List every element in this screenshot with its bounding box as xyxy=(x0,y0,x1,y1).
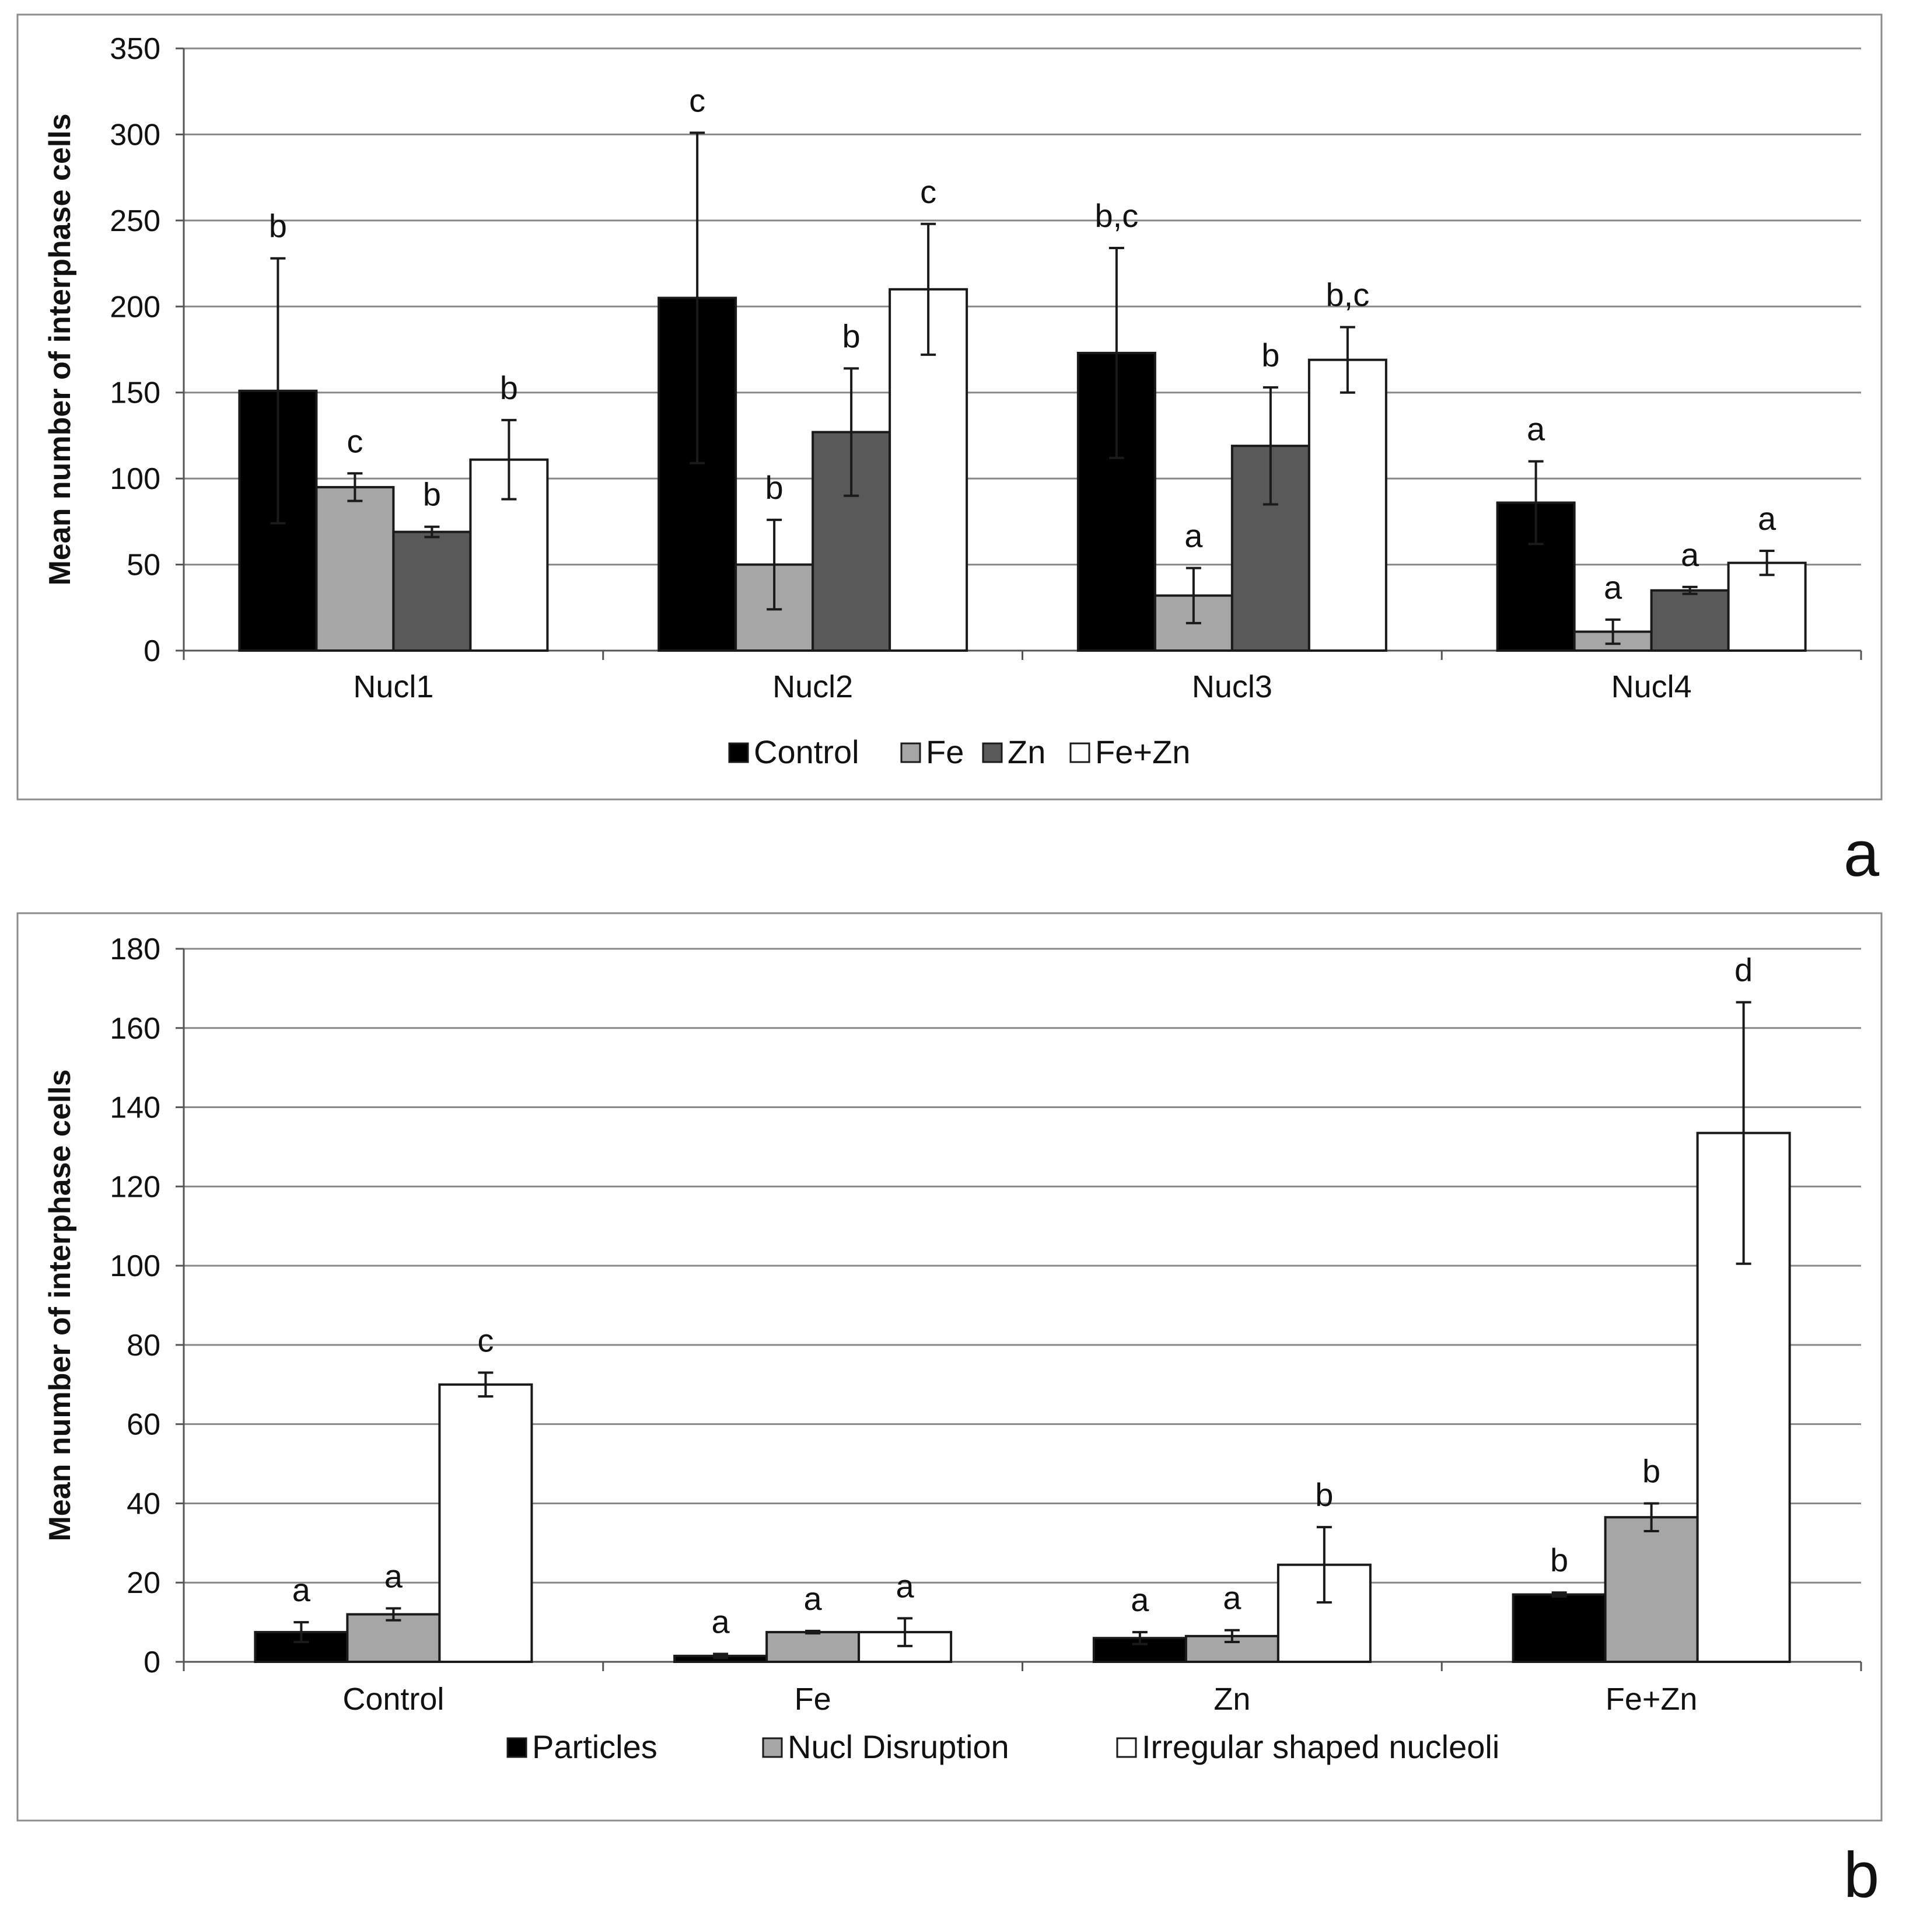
significance-letter-fe-nucl4: a xyxy=(1604,569,1622,606)
significance-letter-nucl-disruption-zn: a xyxy=(1223,1580,1241,1616)
bar-particles-fe-zn xyxy=(1512,1593,1607,1663)
chart-panel-b: 0 20 40 60 80 100 120 140 160 180 Mean number of i… xyxy=(16,912,1883,1822)
significance-letter-nucl-disruption-fe: a xyxy=(804,1580,823,1617)
bar-fe-zn-nucl3 xyxy=(1307,358,1387,652)
y-tick-label: 60 xyxy=(127,1408,160,1442)
significance-letter-nucl-disruption-fe-zn: b xyxy=(1642,1452,1660,1489)
bar-nucl-disruption-control xyxy=(346,1613,441,1663)
legend-label-particles: Particles xyxy=(532,1728,658,1765)
panel-label-a: a xyxy=(1844,818,1880,890)
y-tick-label: 200 xyxy=(110,290,160,324)
y-tick-label: 350 xyxy=(110,32,160,66)
legend-label-nucl-disruption: Nucl Disruption xyxy=(788,1728,1009,1765)
bar-irregular-shaped-nucleoli-control xyxy=(438,1383,533,1663)
significance-letter-nucl-disruption-control: a xyxy=(384,1557,403,1594)
legend-label-fe: Fe xyxy=(926,733,964,770)
y-tick-label: 0 xyxy=(144,1645,160,1679)
y-tick-label: 40 xyxy=(127,1487,160,1521)
significance-letter-zn-nucl2: b xyxy=(842,317,861,354)
bar-nucl-disruption-fe-zn xyxy=(1604,1516,1699,1664)
panel-label-b: b xyxy=(1844,1839,1880,1911)
chart-frame xyxy=(16,13,1883,801)
y-tick-label: 100 xyxy=(110,462,160,496)
significance-letter-fe-zn-nucl1: b xyxy=(500,369,518,406)
y-tick-label: 160 xyxy=(110,1012,160,1046)
y-tick-label: 20 xyxy=(127,1566,160,1600)
legend-swatch-irregular-shaped-nucleoli xyxy=(1116,1737,1137,1758)
bar-zn-nucl4 xyxy=(1650,589,1730,652)
y-tick-label: 180 xyxy=(110,932,160,966)
bar-particles-zn xyxy=(1092,1637,1187,1664)
significance-letter-zn-nucl3: b xyxy=(1261,337,1279,373)
category-label-fe: Fe xyxy=(795,1682,831,1717)
chart-panel-a: 0 50 100 150 200 250 300 350 Mean number of inte… xyxy=(16,13,1883,801)
legend-label-fe-zn: Fe+Zn xyxy=(1095,733,1190,770)
legend-swatch-fe xyxy=(900,742,921,763)
legend-swatch-control xyxy=(728,742,749,763)
category-label-nucl4: Nucl4 xyxy=(1611,669,1692,704)
bar-nucl-disruption-fe xyxy=(765,1631,861,1664)
significance-letter-zn-nucl4: a xyxy=(1681,536,1699,573)
legend-swatch-nucl-disruption xyxy=(762,1737,783,1758)
significance-letter-fe-nucl2: b xyxy=(765,469,784,506)
legend-swatch-zn xyxy=(982,742,1003,763)
bar-fe-zn-nucl4 xyxy=(1727,561,1807,652)
significance-letter-particles-fe: a xyxy=(712,1603,730,1640)
y-tick-label: 0 xyxy=(144,634,160,668)
significance-letter-control-nucl2: c xyxy=(689,82,705,118)
y-tick-label: 120 xyxy=(110,1170,160,1204)
y-tick-label: 150 xyxy=(110,376,160,410)
significance-letter-control-nucl4: a xyxy=(1527,411,1545,448)
y-tick-label: 300 xyxy=(110,118,160,152)
significance-letter-control-nucl3: b,c xyxy=(1095,197,1139,234)
y-tick-label: 80 xyxy=(127,1329,160,1362)
y-axis-title: Mean number of interphase cells xyxy=(43,1069,77,1541)
legend-swatch-fe-zn xyxy=(1069,742,1090,763)
legend-label-control: Control xyxy=(754,733,859,770)
chart-frame xyxy=(16,912,1883,1822)
y-axis-title: Mean number of interphase cells xyxy=(43,113,77,585)
significance-letter-irregular-shaped-nucleoli-fe-zn: d xyxy=(1734,952,1753,988)
significance-letter-irregular-shaped-nucleoli-zn: b xyxy=(1315,1476,1333,1513)
legend-swatch-particles xyxy=(506,1737,527,1758)
significance-letter-fe-zn-nucl2: c xyxy=(920,173,936,210)
significance-letter-particles-zn: a xyxy=(1131,1581,1149,1618)
category-label-fe-zn: Fe+Zn xyxy=(1606,1682,1698,1717)
significance-letter-control-nucl1: b xyxy=(269,208,287,244)
bar-zn-nucl1 xyxy=(392,530,472,652)
significance-letter-particles-control: a xyxy=(292,1571,311,1608)
significance-letter-irregular-shaped-nucleoli-control: c xyxy=(477,1322,494,1358)
category-label-control: Control xyxy=(342,1682,444,1717)
category-label-nucl3: Nucl3 xyxy=(1192,669,1272,704)
y-tick-label: 140 xyxy=(110,1091,160,1125)
y-tick-label: 250 xyxy=(110,204,160,238)
y-tick-label: 50 xyxy=(127,548,160,582)
significance-letter-fe-zn-nucl3: b,c xyxy=(1326,277,1370,313)
legend-label-irregular-shaped-nucleoli: Irregular shaped nucleoli xyxy=(1142,1728,1499,1765)
bar-fe-nucl1 xyxy=(315,485,395,652)
significance-letter-fe-nucl1: c xyxy=(347,422,363,459)
y-tick-label: 100 xyxy=(110,1249,160,1283)
significance-letter-irregular-shaped-nucleoli-fe: a xyxy=(896,1567,915,1604)
significance-letter-zn-nucl1: b xyxy=(423,476,441,513)
legend-label-zn: Zn xyxy=(1008,733,1045,770)
significance-letter-particles-fe-zn: b xyxy=(1550,1542,1568,1578)
category-label-nucl2: Nucl2 xyxy=(772,669,853,704)
significance-letter-fe-zn-nucl4: a xyxy=(1758,500,1776,537)
significance-letter-fe-nucl3: a xyxy=(1184,517,1203,554)
category-label-nucl1: Nucl1 xyxy=(353,669,433,704)
category-label-zn: Zn xyxy=(1213,1682,1250,1717)
